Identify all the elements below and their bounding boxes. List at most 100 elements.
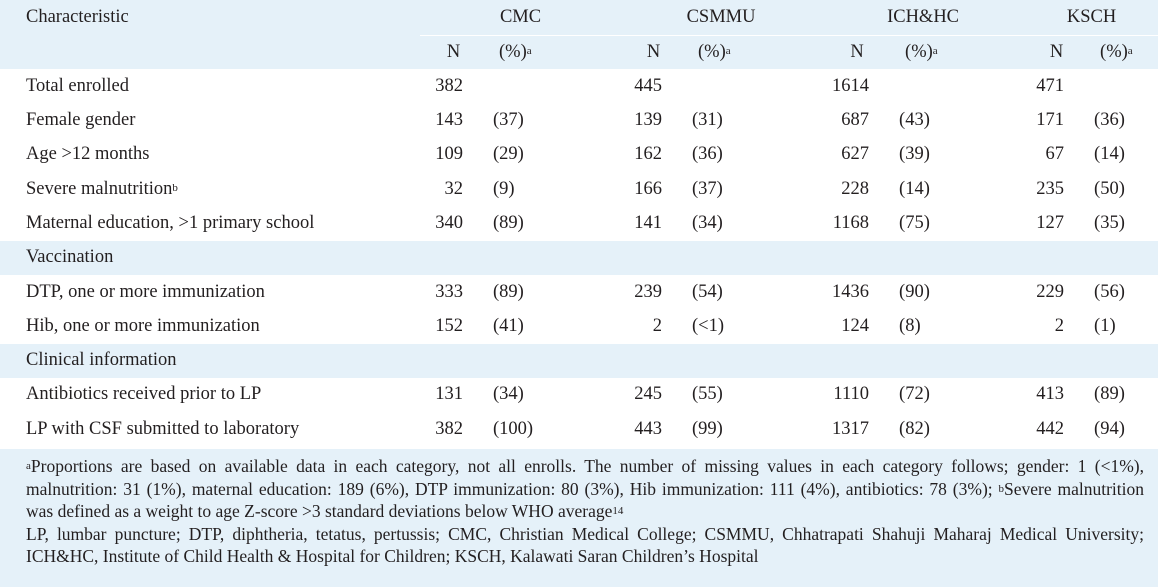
cell-n: 1168 <box>821 206 894 241</box>
cell-n: 109 <box>420 137 487 173</box>
cell-percent <box>686 69 822 104</box>
cell-percent: (36) <box>686 137 822 173</box>
cell-n: 32 <box>420 172 487 207</box>
cell-percent <box>1088 69 1158 104</box>
cell-percent: (14) <box>1088 137 1158 173</box>
cell-percent: (82) <box>893 412 1026 447</box>
header-row: Characteristic CMC CSMMU ICH&HC KSCH <box>0 0 1158 36</box>
cell-n: 131 <box>420 377 487 413</box>
cell-n: 67 <box>1025 137 1089 173</box>
cell-percent: (54) <box>686 274 822 310</box>
cell-percent: (90) <box>893 274 1026 310</box>
table-row: DTP, one or more immunization 333 (89) 239(… <box>0 274 1158 310</box>
header-group-cmc: CMC <box>420 0 622 36</box>
row-label: Antibiotics received prior to LP <box>0 377 420 413</box>
subheader-blank <box>0 35 420 69</box>
cell-n: 171 <box>1025 103 1089 138</box>
cell-n: 413 <box>1025 377 1089 413</box>
cell-percent: (<1) <box>686 309 822 344</box>
cell-n: 471 <box>1025 69 1089 104</box>
cell-percent <box>893 69 1026 104</box>
row-label: Hib, one or more immunization <box>0 309 420 344</box>
table-body-clinical: Antibiotics received prior to LP 131 (34) 2… <box>0 377 1158 447</box>
cell-percent: (36) <box>1088 103 1158 138</box>
cell-percent: (14) <box>893 172 1026 207</box>
cell-n: 239 <box>621 274 687 310</box>
cell-percent: (1) <box>1088 309 1158 344</box>
cell-n: 152 <box>420 309 487 344</box>
header-group-csmmu: CSMMU <box>621 0 822 36</box>
table-row: Total enrolled 382 445 1614 471 <box>0 69 1158 104</box>
cell-n: 124 <box>821 309 894 344</box>
cell-n: 127 <box>1025 206 1089 241</box>
cell-n: 687 <box>821 103 894 138</box>
cell-n: 139 <box>621 103 687 138</box>
cell-percent: (34) <box>686 206 822 241</box>
cell-n: 143 <box>420 103 487 138</box>
cell-n: 382 <box>420 412 487 447</box>
cell-percent: (35) <box>1088 206 1158 241</box>
cell-n: 235 <box>1025 172 1089 207</box>
row-label: Total enrolled <box>0 69 420 104</box>
cell-percent: (50) <box>1088 172 1158 207</box>
cell-n: 245 <box>621 377 687 413</box>
cell-percent: (37) <box>487 103 622 138</box>
row-label: Severe malnutritionb <box>0 172 420 207</box>
cell-n: 1614 <box>821 69 894 104</box>
table-row: Severe malnutritionb 32 (9) 166 (37) 228 (14) 2… <box>0 172 1158 207</box>
section-title-clinical: Clinical information <box>0 343 1158 378</box>
subheader-pct: (%)a <box>686 35 822 69</box>
subheader-pct: (%)a <box>893 35 1026 69</box>
table-footnotes: aProportions are based on available data… <box>0 449 1158 587</box>
subheader-n: N <box>821 35 894 69</box>
row-label: Female gender <box>0 103 420 138</box>
cell-percent <box>487 69 622 104</box>
cell-n: 2 <box>621 309 687 344</box>
cell-percent: (34) <box>487 377 622 413</box>
table-row: Maternal education, >1 primary school 340… <box>0 206 1158 241</box>
cell-percent: (43) <box>893 103 1026 138</box>
subheader-n: N <box>621 35 687 69</box>
cell-n: 162 <box>621 137 687 173</box>
cell-percent: (9) <box>487 172 622 207</box>
section-title-vaccination: Vaccination <box>0 240 1158 275</box>
subheader-pct: (%)a <box>1088 35 1158 69</box>
cell-percent: (55) <box>686 377 822 413</box>
cell-percent: (37) <box>686 172 822 207</box>
header-group-ichhc: ICH&HC <box>821 0 1026 36</box>
cell-percent: (75) <box>893 206 1026 241</box>
cell-percent: (94) <box>1088 412 1158 447</box>
table-body-main: Total enrolled 382 445 1614 471 Female gender… <box>0 69 1158 241</box>
row-label: DTP, one or more immunization <box>0 274 420 310</box>
cell-percent: (41) <box>487 309 622 344</box>
cell-n: 443 <box>621 412 687 447</box>
cell-percent: (31) <box>686 103 822 138</box>
cell-percent: (29) <box>487 137 622 173</box>
subheader-pct: (%)a <box>487 35 622 69</box>
section-row-vaccination: Vaccination <box>0 240 1158 275</box>
subheader-row: N (%)a N (%)a N (%)a N (%)a <box>0 35 1158 69</box>
cell-n: 1110 <box>821 377 894 413</box>
row-label: LP with CSF submitted to laboratory <box>0 412 420 447</box>
footnote-abbreviations: LP, lumbar puncture; DTP, diphtheria, te… <box>26 523 1144 567</box>
cell-percent: (89) <box>487 274 622 310</box>
table-row: LP with CSF submitted to laboratory 382 (1… <box>0 412 1158 447</box>
cell-n: 166 <box>621 172 687 207</box>
characteristics-table: Characteristic CMC CSMMU ICH&HC KSCH N (… <box>0 0 1158 447</box>
cell-n: 340 <box>420 206 487 241</box>
subheader-n: N <box>420 35 487 69</box>
footnote-a-b: aProportions are based on available data… <box>26 456 1144 522</box>
cell-n: 445 <box>621 69 687 104</box>
row-label: Maternal education, >1 primary school <box>0 206 420 241</box>
section-row-clinical: Clinical information <box>0 343 1158 378</box>
cell-percent: (39) <box>893 137 1026 173</box>
cell-n: 141 <box>621 206 687 241</box>
cell-percent: (72) <box>893 377 1026 413</box>
cell-percent: (8) <box>893 309 1026 344</box>
table-row: Antibiotics received prior to LP 131 (34) 2… <box>0 377 1158 413</box>
cell-percent: (99) <box>686 412 822 447</box>
cell-n: 1436 <box>821 274 894 310</box>
subheader-n: N <box>1025 35 1089 69</box>
cell-percent: (100) <box>487 412 622 447</box>
